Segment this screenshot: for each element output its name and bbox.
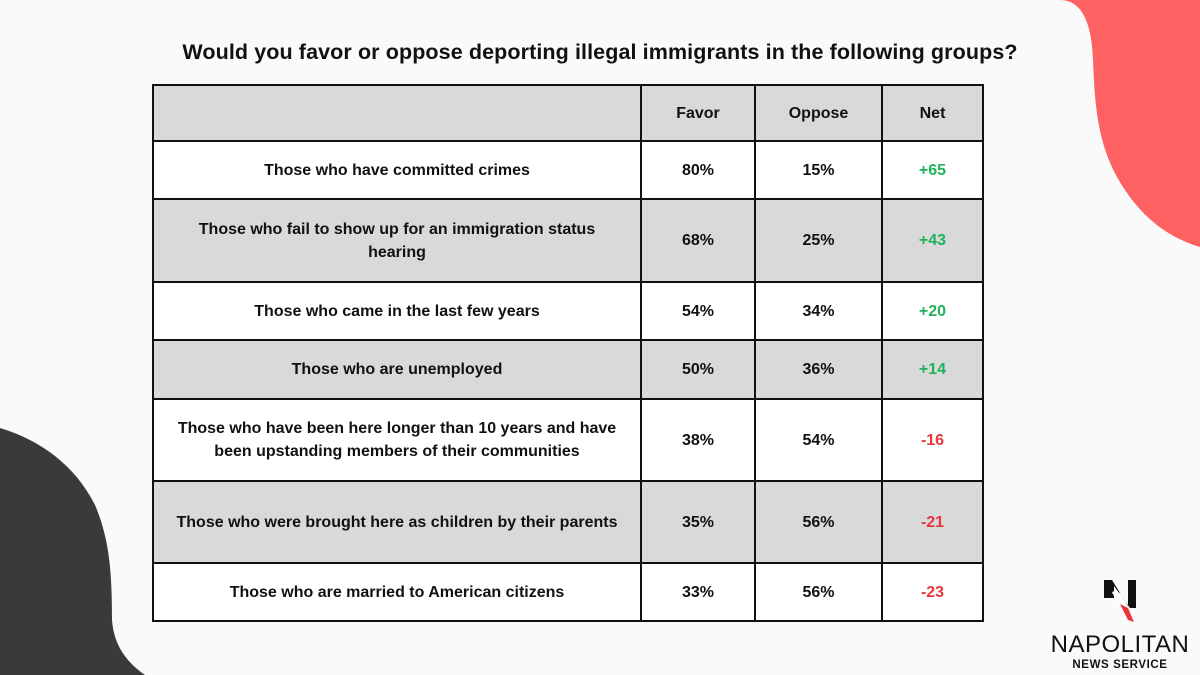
cell-favor: 50% <box>640 339 756 400</box>
decorative-dark-blob <box>0 428 145 675</box>
cell-net: +14 <box>881 339 984 400</box>
cell-oppose: 56% <box>754 562 883 622</box>
cell-group: Those who were brought here as children … <box>152 480 642 564</box>
table-header-row: Favor Oppose Net <box>152 84 984 142</box>
cell-favor: 68% <box>640 198 756 283</box>
cell-net: -23 <box>881 562 984 622</box>
cell-group: Those who are unemployed <box>152 339 642 400</box>
cell-net: +65 <box>881 140 984 200</box>
table-row: Those who came in the last few years 54% 3… <box>152 281 984 341</box>
table-row: Those who were brought here as children … <box>152 480 984 564</box>
cell-oppose: 54% <box>754 398 883 482</box>
header-net: Net <box>881 84 984 142</box>
cell-group: Those who have been here longer than 10 … <box>152 398 642 482</box>
cell-oppose: 36% <box>754 339 883 400</box>
napolitan-logo: NAPOLITAN NEWS SERVICE <box>1040 578 1200 671</box>
cell-oppose: 56% <box>754 480 883 564</box>
cell-oppose: 15% <box>754 140 883 200</box>
cell-favor: 54% <box>640 281 756 341</box>
cell-group: Those who came in the last few years <box>152 281 642 341</box>
cell-oppose: 25% <box>754 198 883 283</box>
table-row: Those who have committed crimes 80% 15% +65 <box>152 140 984 200</box>
logo-name: NAPOLITAN <box>1050 631 1190 658</box>
cell-oppose: 34% <box>754 281 883 341</box>
poll-results-table: Favor Oppose Net Those who have committe… <box>152 84 984 622</box>
table-row: Those who are unemployed 50% 36% +14 <box>152 339 984 400</box>
cell-favor: 33% <box>640 562 756 622</box>
cell-net: -16 <box>881 398 984 482</box>
cell-net: -21 <box>881 480 984 564</box>
eagle-n-icon <box>1104 580 1136 622</box>
cell-favor: 38% <box>640 398 756 482</box>
cell-favor: 80% <box>640 140 756 200</box>
cell-group: Those who have committed crimes <box>152 140 642 200</box>
cell-favor: 35% <box>640 480 756 564</box>
cell-group: Those who fail to show up for an immigra… <box>152 198 642 283</box>
table-row: Those who fail to show up for an immigra… <box>152 198 984 283</box>
header-favor: Favor <box>640 84 756 142</box>
header-oppose: Oppose <box>754 84 883 142</box>
cell-net: +20 <box>881 281 984 341</box>
table-row: Those who are married to American citize… <box>152 562 984 622</box>
logo-subtitle: NEWS SERVICE <box>1072 659 1168 671</box>
decorative-red-blob <box>1060 0 1200 247</box>
page-title: Would you favor or oppose deporting ille… <box>182 40 1018 64</box>
table-row: Those who have been here longer than 10 … <box>152 398 984 482</box>
cell-net: +43 <box>881 198 984 283</box>
header-group <box>152 84 642 142</box>
cell-group: Those who are married to American citize… <box>152 562 642 622</box>
